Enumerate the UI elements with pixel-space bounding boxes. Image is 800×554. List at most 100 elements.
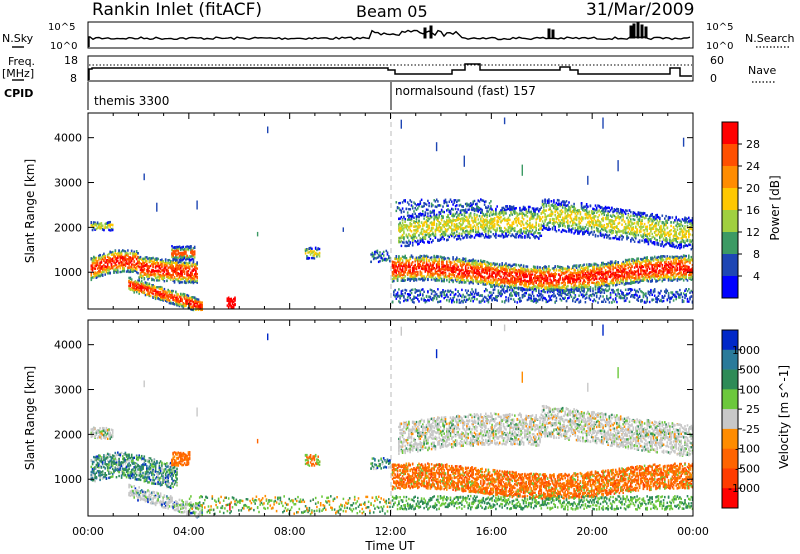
data-cell bbox=[564, 277, 566, 280]
data-cell bbox=[110, 251, 113, 254]
data-cell bbox=[427, 216, 429, 220]
data-cell bbox=[138, 256, 140, 259]
data-cell bbox=[104, 261, 106, 264]
data-cell bbox=[647, 263, 650, 267]
data-cell bbox=[123, 259, 125, 262]
data-cell bbox=[101, 224, 104, 227]
data-cell bbox=[530, 268, 532, 271]
data-cell bbox=[195, 280, 197, 283]
data-cell bbox=[113, 253, 115, 256]
data-cell bbox=[134, 284, 137, 287]
data-cell bbox=[425, 263, 428, 266]
data-cell bbox=[483, 278, 486, 282]
data-cell bbox=[593, 271, 595, 274]
data-cell bbox=[171, 291, 173, 295]
data-cell bbox=[545, 280, 548, 283]
data-cell bbox=[422, 233, 424, 236]
data-cell bbox=[130, 280, 133, 284]
data-cell bbox=[631, 281, 633, 285]
data-cell bbox=[180, 251, 182, 255]
data-cell bbox=[478, 271, 481, 275]
data-cell bbox=[130, 268, 133, 271]
data-cell bbox=[417, 239, 419, 243]
data-cell bbox=[410, 278, 413, 281]
data-cell bbox=[669, 277, 671, 280]
data-cell bbox=[661, 280, 664, 283]
data-cell bbox=[133, 285, 135, 289]
data-cell bbox=[530, 287, 532, 290]
data-cell bbox=[539, 276, 541, 279]
data-cell bbox=[638, 261, 641, 264]
data-cell bbox=[135, 289, 138, 292]
data-cell bbox=[425, 254, 428, 258]
data-cell bbox=[147, 290, 149, 293]
data-cell bbox=[123, 267, 125, 270]
data-cell bbox=[574, 269, 577, 272]
data-cell bbox=[128, 266, 130, 269]
data-cell bbox=[645, 272, 647, 275]
data-cell bbox=[413, 272, 415, 275]
data-cell bbox=[191, 249, 193, 252]
data-cell bbox=[153, 272, 156, 276]
data-cell bbox=[409, 257, 411, 261]
data-cell bbox=[190, 248, 192, 251]
data-cell bbox=[525, 273, 527, 276]
data-cell bbox=[420, 267, 423, 270]
data-cell bbox=[641, 279, 643, 282]
data-cell bbox=[408, 233, 410, 236]
data-cell bbox=[443, 220, 445, 223]
data-cell bbox=[198, 304, 201, 307]
data-cell bbox=[134, 255, 137, 258]
data-cell bbox=[435, 228, 438, 232]
data-cell bbox=[538, 277, 540, 280]
data-cell bbox=[91, 267, 94, 270]
data-cell bbox=[611, 274, 613, 277]
data-cell bbox=[149, 294, 152, 298]
data-cell bbox=[111, 228, 114, 232]
data-cell bbox=[433, 254, 435, 258]
data-cell bbox=[611, 272, 613, 276]
data-cell bbox=[476, 261, 478, 264]
data-cell bbox=[601, 282, 603, 286]
data-cell bbox=[491, 272, 493, 276]
data-cell bbox=[181, 277, 183, 281]
data-cell bbox=[612, 279, 614, 282]
data-cell bbox=[192, 300, 195, 304]
data-cell bbox=[531, 282, 534, 285]
data-cell bbox=[444, 276, 447, 279]
data-cell bbox=[503, 269, 506, 272]
data-cell bbox=[636, 264, 638, 267]
data-cell bbox=[626, 261, 628, 264]
data-cell bbox=[158, 270, 161, 273]
data-cell bbox=[133, 269, 135, 272]
data-cell bbox=[442, 232, 444, 235]
data-cell bbox=[439, 227, 442, 231]
data-cell bbox=[98, 272, 100, 275]
data-cell bbox=[555, 286, 558, 290]
data-cell bbox=[171, 249, 173, 252]
data-cell bbox=[109, 267, 111, 271]
data-cell bbox=[614, 279, 617, 282]
data-cell bbox=[144, 273, 147, 276]
data-cell bbox=[490, 268, 492, 271]
data-cell bbox=[403, 273, 405, 276]
data-cell bbox=[488, 270, 491, 273]
data-cell bbox=[578, 265, 580, 269]
data-cell bbox=[167, 270, 169, 274]
data-cell bbox=[657, 271, 660, 275]
data-cell bbox=[123, 263, 125, 266]
data-cell bbox=[623, 275, 626, 278]
data-cell bbox=[587, 269, 589, 273]
data-cell bbox=[438, 260, 440, 263]
data-cell bbox=[638, 279, 641, 282]
data-cell bbox=[672, 275, 675, 278]
data-cell bbox=[444, 257, 447, 260]
data-cell bbox=[626, 273, 628, 276]
data-cell bbox=[621, 265, 623, 268]
data-cell bbox=[677, 259, 680, 262]
data-cell bbox=[448, 272, 451, 275]
data-cell bbox=[462, 263, 464, 267]
data-cell bbox=[158, 291, 161, 294]
data-cell bbox=[408, 269, 410, 272]
data-cell bbox=[530, 281, 532, 284]
